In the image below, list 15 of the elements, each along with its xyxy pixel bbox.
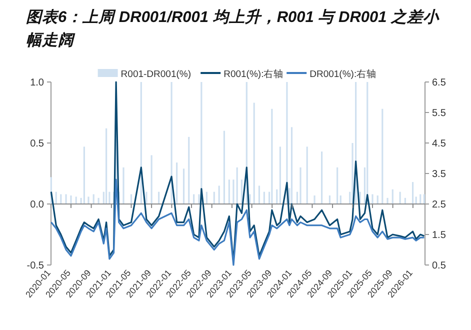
legend-label: DR001(%):右轴 xyxy=(310,68,377,80)
y2-tick-label: 6.5 xyxy=(432,78,446,88)
y2-tick-label: 2.5 xyxy=(432,200,446,210)
y2-tick-label: 0.5 xyxy=(432,260,446,272)
y-tick-label: 0.5 xyxy=(30,138,44,150)
y-tick-label: 1.0 xyxy=(30,78,44,88)
legend-label: R001-DR001(%) xyxy=(120,69,192,80)
y2-tick-label: 4.5 xyxy=(432,138,446,150)
y2-tick-label: 5.5 xyxy=(432,108,446,119)
legend-label: R001(%):右轴 xyxy=(224,68,284,80)
y-tick-label: 0.0 xyxy=(30,200,44,210)
y2-tick-label: 3.5 xyxy=(432,169,446,180)
y-tick-label: -0.5 xyxy=(26,260,44,272)
y2-tick-label: 1.5 xyxy=(432,230,446,241)
title: 图表6：上周 DR001/R001 均上升，R001 与 DR001 之差小幅走阔 xyxy=(26,8,440,51)
